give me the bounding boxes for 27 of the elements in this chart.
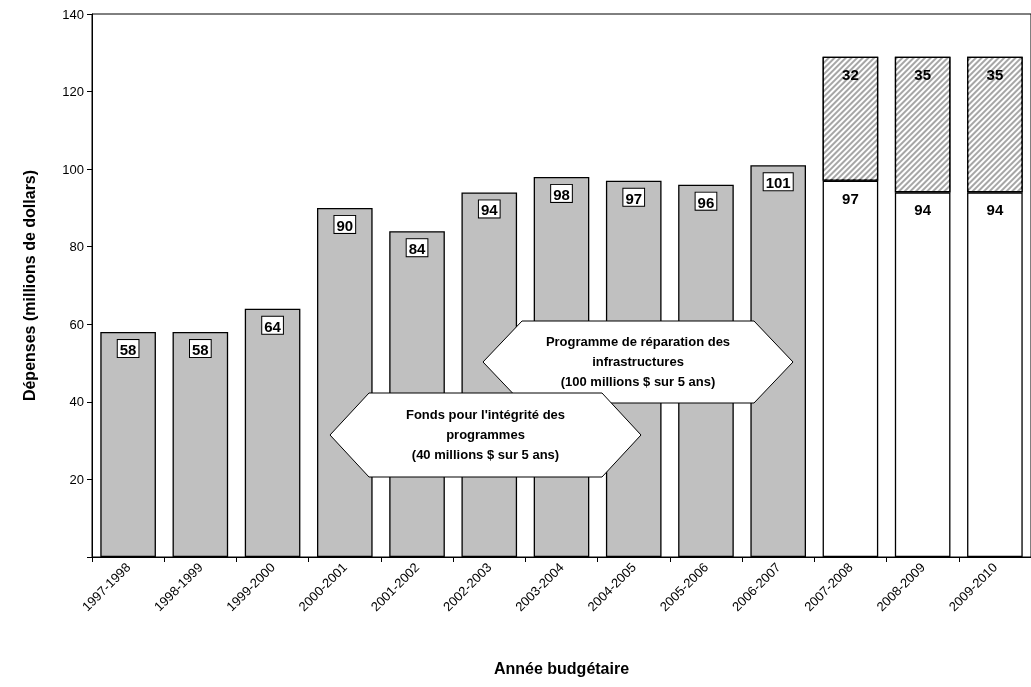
- data-label: 64: [264, 317, 282, 335]
- annotation: Fonds pour l'intégrité des programmes (40 millions $ sur 5 ans): [404, 406, 567, 464]
- data-label: 58: [119, 341, 137, 359]
- data-label: 98: [553, 185, 570, 203]
- annotation: Programme de réparation des infrastructures (100 millions $ sur 5 ans): [544, 333, 732, 391]
- y-tick-label: 20: [69, 471, 84, 487]
- data-label: 35: [986, 65, 1004, 83]
- data-label: 94: [986, 201, 1004, 219]
- y-tick-label: 40: [69, 394, 84, 410]
- x-axis-title: Année budgétaire: [493, 659, 630, 677]
- y-tick-label: 100: [62, 161, 84, 177]
- data-label: 32: [842, 65, 859, 83]
- data-label: 101: [765, 174, 791, 192]
- data-label: 35: [914, 65, 931, 83]
- data-label: 96: [697, 193, 715, 211]
- data-label: 94: [914, 201, 932, 219]
- y-axis-title: Dépenses (millions de dollars): [20, 169, 38, 402]
- y-tick-label: 80: [69, 239, 84, 255]
- y-tick-label: 60: [69, 316, 84, 332]
- y-tick-label: 120: [62, 84, 84, 100]
- data-label: 97: [842, 189, 859, 207]
- data-label: 94: [480, 201, 499, 219]
- y-tick-label: 140: [62, 6, 84, 22]
- data-label: 84: [408, 240, 427, 258]
- data-label: 58: [192, 341, 209, 359]
- data-label: 97: [625, 189, 643, 207]
- data-label: 90: [336, 216, 354, 234]
